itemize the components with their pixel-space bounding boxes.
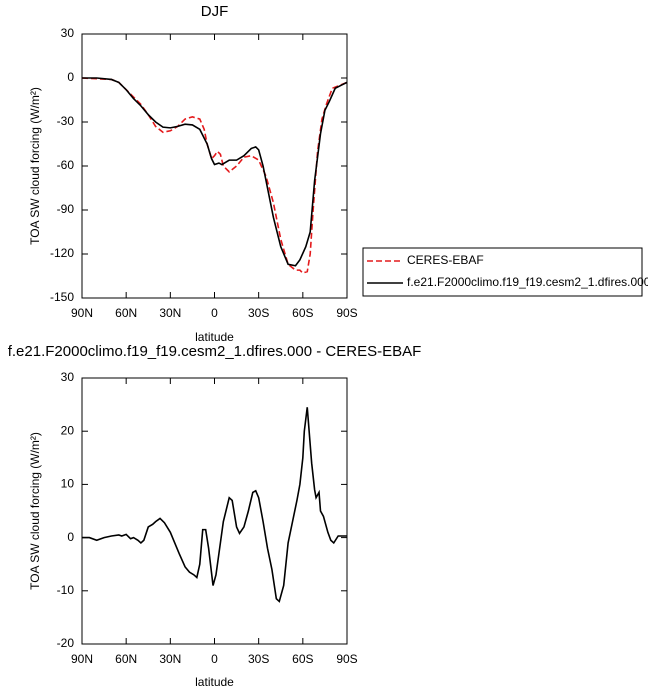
legend-label: CERES-EBAF <box>407 253 484 267</box>
series-line <box>82 77 348 267</box>
y-tick-label: 30 <box>61 370 75 384</box>
y-tick-label: -20 <box>57 636 75 650</box>
plot-frame <box>81 377 348 645</box>
y-tick-label: -120 <box>50 246 74 260</box>
y-tick-label: -60 <box>57 158 75 172</box>
x-tick-label: 0 <box>211 652 218 666</box>
y-tick-label: 30 <box>61 26 75 40</box>
y-axis-label: TOA SW cloud forcing (W/m²) <box>28 432 42 590</box>
legend-box <box>362 247 643 297</box>
x-axis-label: latitude <box>195 675 234 689</box>
y-tick-label: 0 <box>67 530 74 544</box>
x-tick-label: 90N <box>71 652 93 666</box>
y-axis-label: TOA SW cloud forcing (W/m²) <box>28 87 42 245</box>
legend-label: f.e21.F2000climo.f19_f19.cesm2_1.dfires.… <box>407 275 648 289</box>
x-tick-label: 60S <box>292 306 313 320</box>
y-tick-label: 10 <box>61 477 75 491</box>
x-axis-label: latitude <box>195 330 234 344</box>
y-tick-label: 20 <box>61 423 75 437</box>
x-tick-label: 30N <box>159 652 181 666</box>
y-tick-label: -150 <box>50 290 74 304</box>
chart-title: f.e21.F2000climo.f19_f19.cesm2_1.dfires.… <box>8 343 422 360</box>
x-tick-label: 0 <box>211 306 218 320</box>
x-tick-label: 90N <box>71 306 93 320</box>
x-tick-label: 90S <box>336 306 357 320</box>
x-tick-label: 30S <box>248 652 269 666</box>
x-tick-label: 60N <box>115 306 137 320</box>
series-line <box>82 407 347 603</box>
y-tick-label: -10 <box>57 583 75 597</box>
y-tick-label: -90 <box>57 202 75 216</box>
series-line <box>81 77 348 274</box>
plot-frame <box>81 33 348 299</box>
x-tick-label: 60S <box>292 652 313 666</box>
x-tick-label: 30S <box>248 306 269 320</box>
x-tick-label: 30N <box>159 306 181 320</box>
x-tick-label: 90S <box>336 652 357 666</box>
y-tick-label: 0 <box>67 70 74 84</box>
chart-title: DJF <box>201 3 229 20</box>
x-tick-label: 60N <box>115 652 137 666</box>
y-tick-label: -30 <box>57 114 75 128</box>
